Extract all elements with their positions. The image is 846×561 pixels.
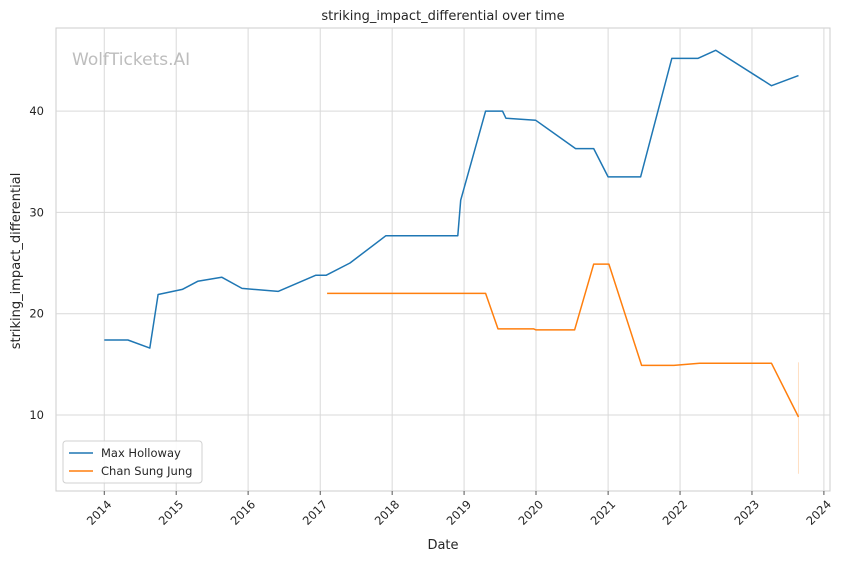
watermark: WolfTickets.AI [72,50,190,70]
x-axis-label: Date [427,538,458,553]
legend: Max Holloway Chan Sung Jung [62,440,203,484]
x-tick-label: 2016 [228,497,259,528]
x-tick-label: 2021 [588,497,619,528]
legend-label-max-holloway: Max Holloway [101,446,181,460]
y-tick-label: 30 [29,205,44,219]
y-tick-label: 40 [29,104,44,118]
y-axis-label: striking_impact_differential [9,173,24,350]
grid [56,28,830,491]
x-tick-label: 2015 [156,497,187,528]
x-tick-label: 2017 [300,497,331,528]
x-tick-label: 2014 [84,497,115,528]
x-tick-label: 2023 [731,497,762,528]
legend-label-chan-sung-jung: Chan Sung Jung [101,464,192,478]
x-tick-label: 2019 [444,497,475,528]
plot-area [55,27,831,492]
chart-title: striking_impact_differential over time [321,9,564,24]
y-tick-label: 20 [29,307,44,321]
series-line-max-holloway [104,49,799,349]
legend-box [62,440,203,484]
series-line-chan-sung-jung [327,263,800,418]
x-tick-label: 2020 [516,497,547,528]
x-tick-label: 2024 [803,497,834,528]
x-tick-label: 2018 [372,497,403,528]
y-tick-label: 10 [29,408,44,422]
series-layer [104,49,800,474]
x-tick-label: 2022 [660,497,691,528]
